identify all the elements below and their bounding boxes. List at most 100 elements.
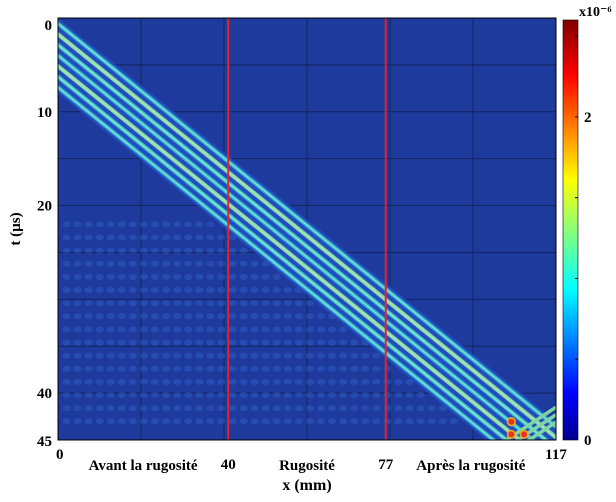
texture-cell — [117, 286, 126, 293]
texture-cell — [95, 405, 104, 412]
texture-cell — [294, 418, 303, 425]
texture-cell — [317, 313, 326, 320]
texture-cell — [62, 260, 71, 267]
texture-cell — [217, 405, 226, 412]
texture-cell — [95, 273, 104, 280]
wave-fringe-highlight — [58, 44, 547, 440]
texture-cell — [84, 260, 93, 267]
texture-cell — [294, 365, 303, 372]
hotspot — [508, 431, 515, 438]
texture-cell — [73, 234, 82, 241]
texture-cell — [361, 352, 370, 359]
texture-cell — [206, 365, 215, 372]
y-tick-label: 20 — [37, 199, 52, 215]
texture-cell — [339, 378, 348, 385]
texture-cell — [339, 339, 348, 346]
texture-cell — [294, 326, 303, 333]
y-tick-label: 10 — [37, 105, 52, 121]
texture-cell — [305, 391, 314, 398]
texture-cell — [228, 378, 237, 385]
texture-cell — [117, 313, 126, 320]
texture-cell — [73, 418, 82, 425]
texture-cell — [228, 391, 237, 398]
texture-cell — [261, 273, 270, 280]
texture-cell — [372, 365, 381, 372]
texture-cell — [317, 352, 326, 359]
texture-cell — [283, 418, 292, 425]
texture-cell — [173, 247, 182, 254]
texture-cell — [206, 273, 215, 280]
texture-cell — [261, 286, 270, 293]
texture-cell — [350, 339, 359, 346]
texture-cell — [162, 300, 171, 307]
texture-cell — [317, 339, 326, 346]
texture-cell — [372, 418, 381, 425]
texture-cell — [139, 313, 148, 320]
texture-cell — [350, 365, 359, 372]
texture-cell — [95, 260, 104, 267]
texture-cell — [217, 313, 226, 320]
texture-cell — [305, 418, 314, 425]
texture-cell — [361, 391, 370, 398]
texture-cell — [283, 300, 292, 307]
texture-cell — [151, 221, 160, 228]
texture-cell — [328, 326, 337, 333]
texture-cell — [228, 365, 237, 372]
texture-cell — [117, 391, 126, 398]
texture-cell — [139, 391, 148, 398]
texture-cell — [62, 234, 71, 241]
texture-cell — [272, 365, 281, 372]
texture-cell — [339, 418, 348, 425]
texture-cell — [383, 418, 392, 425]
texture-cell — [162, 365, 171, 372]
texture-cell — [250, 300, 259, 307]
texture-cell — [84, 352, 93, 359]
texture-cell — [250, 418, 259, 425]
texture-cell — [217, 339, 226, 346]
x-axis-label: x (mm) — [282, 477, 331, 494]
texture-cell — [128, 234, 137, 241]
texture-cell — [139, 365, 148, 372]
texture-cell — [261, 300, 270, 307]
texture-cell — [383, 378, 392, 385]
texture-cell — [239, 391, 248, 398]
texture-cell — [228, 326, 237, 333]
hotspot — [508, 418, 515, 425]
texture-cell — [206, 234, 215, 241]
texture-cell — [339, 405, 348, 412]
texture-cell — [217, 300, 226, 307]
y-axis-label: t (µs) — [8, 212, 24, 245]
region-divider-lines — [227, 18, 387, 440]
texture-cell — [206, 260, 215, 267]
texture-cell — [405, 418, 414, 425]
texture-cell — [184, 418, 193, 425]
texture-cell — [250, 378, 259, 385]
texture-cell — [128, 247, 137, 254]
texture-cell — [261, 326, 270, 333]
texture-cell — [151, 326, 160, 333]
texture-cell — [62, 391, 71, 398]
texture-cell — [73, 365, 82, 372]
texture-cell — [117, 378, 126, 385]
texture-cell — [151, 365, 160, 372]
y-tick-label: 45 — [37, 434, 52, 450]
texture-cell — [283, 391, 292, 398]
texture-cell — [372, 352, 381, 359]
wave-fringe-highlight — [58, 55, 534, 440]
texture-cell — [173, 418, 182, 425]
texture-cell — [405, 405, 414, 412]
texture-cell — [206, 378, 215, 385]
texture-cell — [317, 405, 326, 412]
texture-cell — [62, 313, 71, 320]
texture-cell — [184, 391, 193, 398]
texture-cell — [106, 247, 115, 254]
texture-cell — [294, 391, 303, 398]
wave-packet — [58, 18, 556, 440]
x-tick-label: 40 — [221, 457, 236, 473]
texture-cell — [117, 260, 126, 267]
texture-cell — [217, 326, 226, 333]
texture-cell — [217, 352, 226, 359]
texture-cell — [339, 326, 348, 333]
texture-cell — [151, 273, 160, 280]
texture-cell — [261, 391, 270, 398]
